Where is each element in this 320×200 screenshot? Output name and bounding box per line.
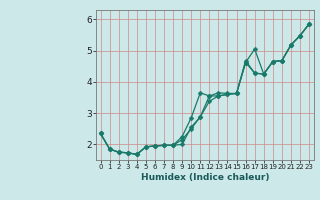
X-axis label: Humidex (Indice chaleur): Humidex (Indice chaleur) [140, 173, 269, 182]
